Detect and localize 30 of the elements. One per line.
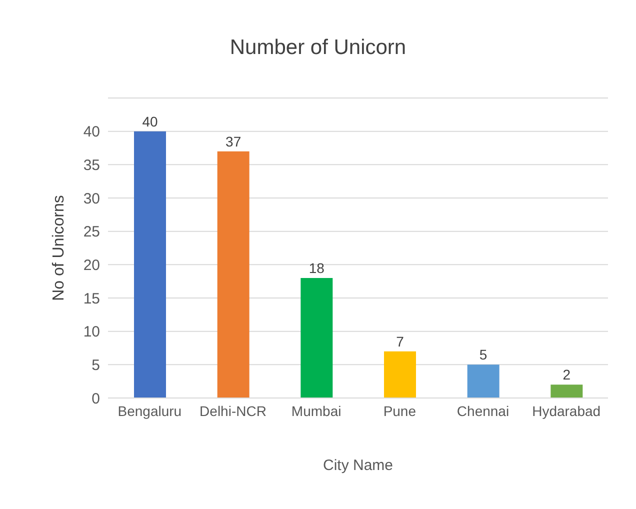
bar	[300, 278, 333, 398]
x-tick-label: Hydarabad	[532, 402, 601, 419]
y-tick-label: 25	[83, 224, 100, 241]
data-label: 40	[142, 113, 158, 130]
x-tick-label: Bengaluru	[118, 402, 182, 419]
y-tick-label: 10	[83, 324, 100, 341]
bar	[217, 151, 250, 398]
chart-title: Number of Unicorn	[228, 36, 408, 60]
bar	[384, 351, 416, 398]
data-label: 18	[308, 260, 325, 276]
y-tick-label: 5	[92, 356, 100, 374]
data-label: 7	[396, 333, 404, 350]
x-tick-label: Chennai	[456, 402, 510, 419]
data-label: 5	[479, 346, 488, 363]
data-label: 2	[562, 366, 571, 383]
x-tick-label: Delhi-NCR	[200, 402, 266, 419]
x-tick-label: Pune	[383, 402, 416, 419]
y-axis-title: No of Unicorns	[50, 195, 68, 301]
y-tick-label: 40	[83, 124, 100, 141]
x-tick-label: Mumbai	[291, 402, 342, 419]
bar	[550, 384, 583, 398]
data-label: 37	[226, 133, 242, 150]
y-tick-label: 35	[83, 156, 100, 174]
y-tick-label: 20	[83, 256, 100, 274]
x-axis-title: City Name	[322, 457, 394, 474]
bar	[467, 364, 500, 398]
y-tick-label: 15	[83, 290, 100, 308]
bar	[134, 131, 166, 398]
y-tick-label: 0	[92, 390, 100, 408]
y-tick-label: 30	[83, 190, 100, 208]
